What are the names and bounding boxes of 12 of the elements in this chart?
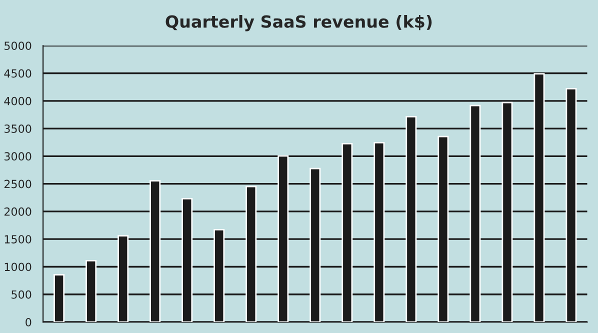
y-tick-label: 0 bbox=[26, 318, 32, 326]
y-tick-label: 2500 bbox=[4, 180, 32, 188]
y-tick-label: 4000 bbox=[4, 96, 32, 106]
y-tick-label: 4500 bbox=[4, 69, 32, 78]
chart-title: Quarterly SaaS revenue (k$) bbox=[166, 14, 432, 32]
y-tick-label: 1500 bbox=[4, 235, 32, 244]
y-tick-label: 500 bbox=[12, 290, 32, 299]
y-tick-label: 3000 bbox=[4, 152, 32, 161]
y-tick-label: 5000 bbox=[4, 42, 32, 50]
y-tick-label: 2000 bbox=[4, 207, 32, 216]
y-tick-label: 1000 bbox=[4, 262, 32, 272]
y-tick-label: 3500 bbox=[4, 124, 32, 133]
